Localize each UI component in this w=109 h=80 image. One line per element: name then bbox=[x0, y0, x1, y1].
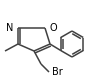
Text: N: N bbox=[6, 23, 13, 33]
Text: O: O bbox=[49, 23, 57, 33]
Text: Br: Br bbox=[52, 67, 63, 77]
